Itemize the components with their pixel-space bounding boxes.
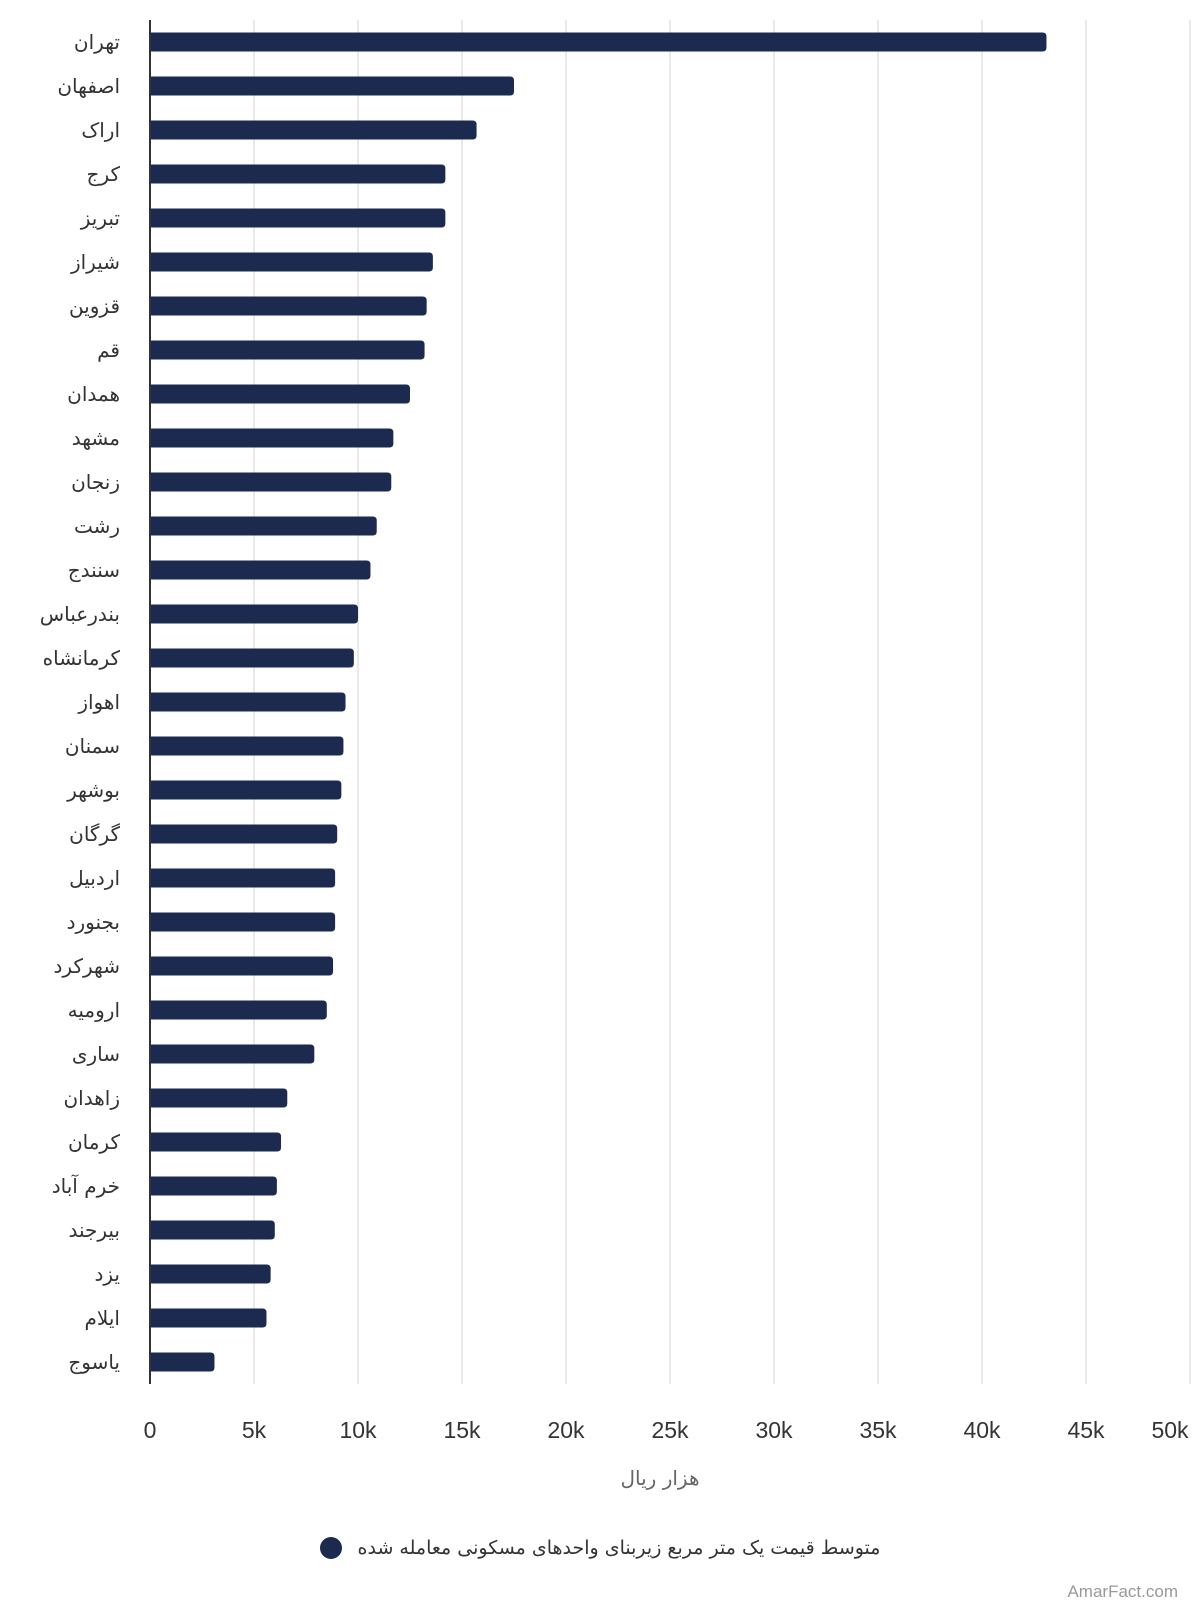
bar[interactable] [150, 1000, 327, 1020]
category-label: یاسوج [68, 1350, 120, 1374]
bar[interactable] [150, 1088, 288, 1108]
bar[interactable] [150, 76, 514, 96]
bar[interactable] [150, 1352, 215, 1372]
bars [150, 32, 1047, 1372]
category-label: سنندج [68, 558, 120, 582]
bar[interactable] [150, 1044, 315, 1064]
x-tick-label: 45k [1067, 1417, 1105, 1443]
legend-label: متوسط قیمت یک متر مربع زیربنای واحدهای م… [357, 1537, 881, 1559]
x-tick-label: 0 [144, 1417, 157, 1443]
legend-marker[interactable] [319, 1537, 342, 1559]
bar[interactable] [150, 1176, 277, 1196]
bar[interactable] [150, 1132, 282, 1152]
category-label: قزوین [69, 294, 120, 318]
category-label: قم [97, 338, 120, 362]
category-label: یزد [94, 1262, 120, 1286]
category-label: شیراز [70, 250, 120, 274]
x-tick-label: 10k [339, 1417, 377, 1443]
category-label: کرج [87, 162, 121, 186]
category-label: ساری [72, 1042, 120, 1066]
bar[interactable] [150, 32, 1047, 52]
bar[interactable] [150, 648, 354, 668]
category-label: تهران [74, 30, 120, 54]
bar[interactable] [150, 296, 427, 316]
bar[interactable] [150, 384, 410, 404]
bar[interactable] [150, 560, 371, 580]
bar[interactable] [150, 692, 346, 712]
category-label: بیرجند [68, 1218, 120, 1242]
x-tick-labels: 0 5k 10k 15k 20k 25k 30k 35k 40k 45k 50k [144, 1417, 1189, 1443]
category-label: مشهد [72, 426, 120, 450]
category-label: گرگان [69, 822, 120, 846]
bar[interactable] [150, 824, 338, 844]
category-label: بوشهر [66, 778, 120, 802]
category-label: بندرعباس [40, 602, 120, 626]
bar[interactable] [150, 340, 425, 360]
bar[interactable] [150, 164, 446, 184]
x-tick-label: 40k [963, 1417, 1001, 1443]
gridlines [253, 20, 1191, 1384]
bar[interactable] [150, 956, 334, 976]
category-label: اصفهان [57, 74, 120, 98]
x-tick-label: 25k [651, 1417, 689, 1443]
category-label: تبریز [80, 206, 120, 230]
bar[interactable] [150, 208, 446, 228]
bar[interactable] [150, 604, 358, 624]
category-label: خرم آباد [52, 1173, 120, 1198]
category-label: کرمانشاه [43, 646, 121, 670]
bar[interactable] [150, 868, 336, 888]
x-tick-label: 50k [1151, 1417, 1189, 1443]
bar[interactable] [150, 428, 394, 448]
legend: متوسط قیمت یک متر مربع زیربنای واحدهای م… [0, 1530, 1200, 1566]
category-label: همدان [67, 382, 120, 406]
category-label: رشت [74, 514, 120, 538]
x-tick-label: 35k [859, 1417, 897, 1443]
category-label: بجنورد [67, 910, 120, 934]
category-label: سمنان [65, 734, 120, 758]
category-label: کرمان [68, 1130, 121, 1154]
x-tick-label: 20k [547, 1417, 585, 1443]
bar[interactable] [150, 516, 377, 536]
bar[interactable] [150, 252, 433, 272]
bar[interactable] [150, 1264, 271, 1284]
bar[interactable] [150, 780, 342, 800]
category-label: زنجان [71, 470, 120, 494]
source-credit: AmarFact.com [1067, 1582, 1178, 1601]
bar[interactable] [150, 1220, 275, 1240]
category-label: زاهدان [63, 1086, 120, 1110]
bar[interactable] [150, 912, 336, 932]
category-label: اراک [81, 118, 120, 142]
category-labels: تهران اصفهان اراک کرج تبریز شیراز قزوین قم همدان… [40, 30, 121, 1374]
category-label: اردبیل [69, 866, 120, 890]
bar[interactable] [150, 736, 344, 756]
category-label: ایلام [85, 1306, 120, 1330]
bar-chart: تهران اصفهان اراک کرج تبریز شیراز قزوین قم همدان… [40, 20, 1191, 1490]
x-axis-title: هزار ریال [620, 1466, 699, 1490]
bar[interactable] [150, 472, 392, 492]
x-tick-label: 30k [755, 1417, 793, 1443]
category-label: شهرکرد [54, 954, 120, 978]
x-tick-label: 15k [443, 1417, 481, 1443]
category-label: اهواز [77, 690, 120, 714]
x-tick-label: 5k [242, 1417, 267, 1443]
bar[interactable] [150, 1308, 267, 1328]
bar[interactable] [150, 120, 477, 140]
category-label: ارومیه [68, 998, 120, 1022]
